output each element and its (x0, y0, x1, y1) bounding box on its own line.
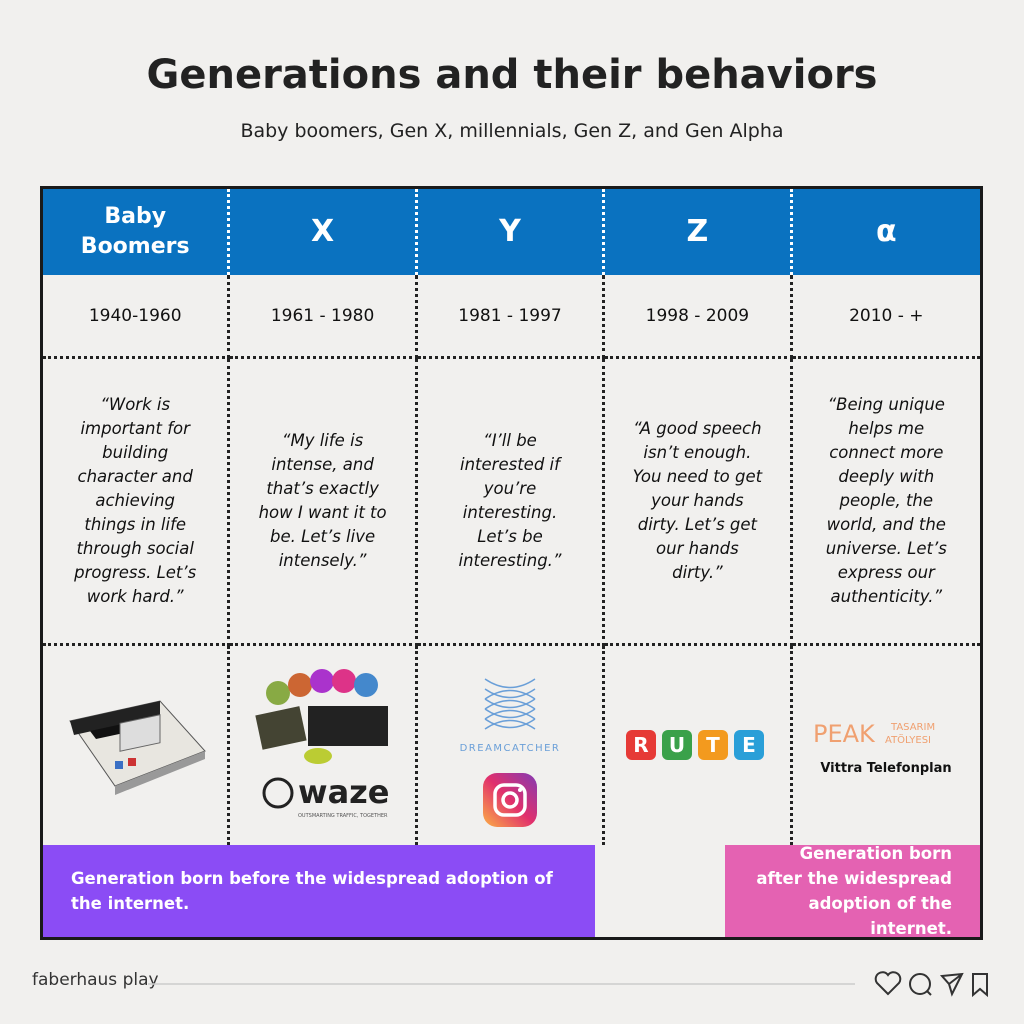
dreamcatcher-logo: DREAMCATCHER (460, 743, 561, 754)
action-icons[interactable] (874, 971, 988, 998)
rute-letter: E (743, 733, 757, 757)
logo-cell: PEAK TASARIM ATÖLYESI Vittra Telefonplan (793, 646, 980, 845)
quote-cell: “I’ll be interested if you’re interestin… (417, 359, 606, 646)
rute-logo: R U T E (626, 729, 765, 760)
logos-x: waze OUTSMARTING TRAFFIC, TOGETHER (254, 668, 389, 819)
logos-y: DREAMCATCHER (460, 677, 561, 827)
title: Generations and their behaviors (146, 52, 878, 98)
footer-bar (148, 971, 988, 998)
calculator-image (69, 699, 207, 795)
years-cell: 1961 - 1980 (230, 275, 418, 359)
waze-logo: waze (298, 773, 389, 811)
banner-before: Generation born before the widespread ad… (43, 845, 595, 937)
years-cell: 1981 - 1997 (417, 275, 606, 359)
header-cell: Y (417, 189, 606, 275)
years-cell: 1998 - 2009 (605, 275, 793, 359)
logo-cell: waze OUTSMARTING TRAFFIC, TOGETHER (230, 646, 418, 845)
instagram-icon (482, 772, 537, 827)
generations-table: Baby Boomers X Y Z α 1940-1960 1961 - 19… (40, 186, 983, 940)
waze-tagline: OUTSMARTING TRAFFIC, TOGETHER (298, 813, 388, 819)
quote-cell: “Being unique helps me connect more deep… (792, 359, 980, 646)
brand: faberhaus play (32, 970, 159, 990)
quote-cell: “My life is intense, and that’s exactly … (230, 359, 418, 646)
rute-letter: U (669, 733, 685, 757)
header-cell: Z (605, 189, 793, 275)
logo-cell: R U T E (605, 646, 793, 845)
header-cell: X (230, 189, 418, 275)
peak-sub: ATÖLYESI (885, 733, 931, 746)
peak-logo: PEAK (813, 720, 876, 748)
quote-cell: “Work is important for building characte… (43, 359, 231, 646)
header-cell: Baby Boomers (43, 189, 231, 275)
vittra-logo: Vittra Telefonplan (821, 761, 952, 776)
subtitle: Baby boomers, Gen X, millennials, Gen Z,… (240, 120, 784, 142)
header-cell: α (792, 189, 980, 275)
rute-letter: R (634, 733, 649, 757)
years-cell: 2010 - + (792, 275, 980, 359)
quote-cell: “A good speech isn’t enough. You need to… (605, 359, 793, 646)
peak-sub: TASARIM (890, 722, 935, 733)
dvd-image (254, 668, 388, 764)
logos-alpha: PEAK TASARIM ATÖLYESI Vittra Telefonplan (813, 720, 952, 776)
logo-cell: DREAMCATCHER (418, 646, 606, 845)
rute-letter: T (707, 733, 721, 757)
banner-after: Generation born after the widespread ado… (724, 844, 980, 938)
logo-cell (43, 646, 231, 845)
years-cell: 1940-1960 (43, 275, 231, 359)
